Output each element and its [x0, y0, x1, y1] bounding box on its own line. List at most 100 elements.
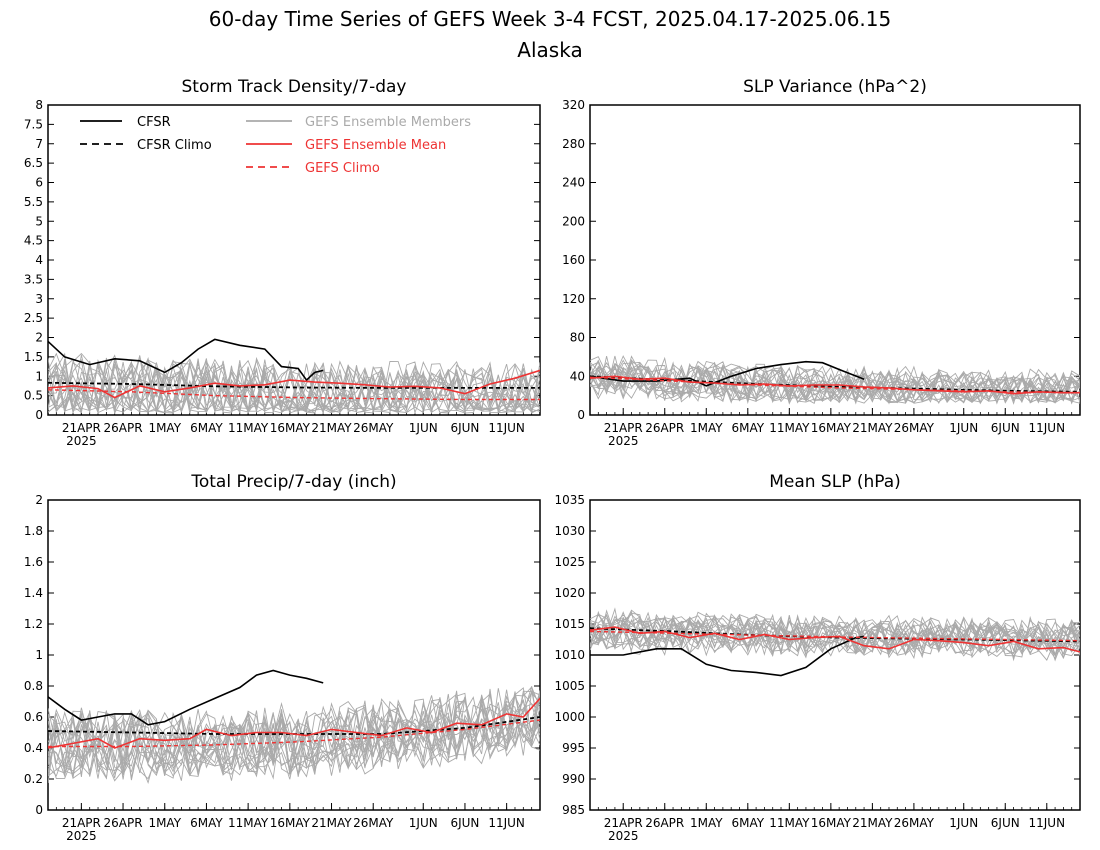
x-tick-label: 1MAY — [690, 421, 723, 435]
y-tick-label: 320 — [562, 98, 585, 112]
legend-label-cfsr: CFSR — [137, 115, 171, 130]
y-tick-label: 3 — [35, 292, 43, 306]
y-tick-label: 1035 — [554, 493, 585, 507]
x-tick-label: 26MAY — [353, 421, 394, 435]
series-line-cfsr — [48, 338, 324, 382]
plot-frame — [589, 499, 1081, 811]
y-tick-label: 200 — [562, 214, 585, 228]
series-line-gefs-ensemble-mean — [48, 369, 540, 399]
x-tick-label: 6MAY — [731, 421, 764, 435]
x-tick-label: 1JUN — [409, 421, 438, 435]
y-tick-label: 1.2 — [24, 617, 43, 631]
ensemble-member-line — [590, 364, 1080, 405]
y-tick-label: 1.6 — [24, 555, 43, 569]
x-tick-label: 11JUN — [1028, 421, 1065, 435]
x-tick-label: 6MAY — [190, 816, 223, 830]
x-tick-label: 21MAY — [311, 816, 352, 830]
panel-slp-variance: SLP Variance (hPa^2) 0 40 80 120 160 200 240 28… — [562, 77, 1081, 448]
ensemble-member-line — [48, 356, 540, 414]
y-tick-label: 8 — [35, 98, 43, 112]
series-line-gefs-ensemble-mean — [590, 626, 1080, 653]
x-tick-label: 16MAY — [270, 816, 311, 830]
y-tick-label: 1000 — [554, 710, 585, 724]
x-tick-label: 21MAY — [852, 421, 893, 435]
x-tick-label: 6MAY — [731, 816, 764, 830]
x-tick-label: 21APR — [604, 816, 643, 830]
y-tick-label: 1010 — [554, 648, 585, 662]
x-year-label: 2025 — [608, 434, 639, 448]
panel-title-total-precip: Total Precip/7-day (inch) — [190, 472, 396, 492]
x-tick-label: 6JUN — [450, 816, 479, 830]
x-year-label: 2025 — [66, 829, 97, 843]
ensemble-member-line — [48, 357, 540, 414]
ensemble-member-line — [48, 354, 540, 414]
ensemble-member-line — [48, 352, 540, 414]
x-tick-label: 6MAY — [190, 421, 223, 435]
y-tick-label: 0 — [35, 408, 43, 422]
x-year-label: 2025 — [608, 829, 639, 843]
ensemble-member-line — [48, 352, 540, 414]
ensemble-member-line — [590, 613, 1080, 657]
y-tick-label: 2 — [35, 493, 43, 507]
y-tick-label: 1005 — [554, 679, 585, 693]
x-tick-label: 11MAY — [228, 421, 269, 435]
plot-area-slp-variance: 0 40 80 120 160 200 240 280 320 21APR 26APR 1MAY 6MA… — [562, 98, 1081, 448]
y-tick-label: 6.5 — [24, 156, 43, 170]
legend-label-gefs-climo: GEFS Climo — [305, 161, 380, 176]
legend-label-mean: GEFS Ensemble Mean — [305, 138, 446, 153]
y-tick-label: 5.5 — [24, 195, 43, 209]
x-tick-label: 1MAY — [148, 816, 181, 830]
y-tick-label: 7 — [35, 137, 43, 151]
x-tick-label: 11JUN — [1028, 816, 1065, 830]
ensemble-member-line — [48, 686, 540, 778]
legend: CFSR CFSR Climo GEFS Ensemble Members GE… — [80, 115, 471, 176]
ensemble-member-line — [48, 691, 540, 780]
figure-subtitle: Alaska — [517, 38, 582, 62]
y-tick-label: 1.5 — [24, 350, 43, 364]
x-tick-label: 21APR — [604, 421, 643, 435]
x-tick-label: 6JUN — [450, 421, 479, 435]
panel-total-precip: Total Precip/7-day (inch) 0 0.2 0.4 0.6 0.8 1… — [24, 472, 541, 843]
x-tick-label: 11MAY — [769, 421, 810, 435]
y-tick-label: 0 — [35, 803, 43, 817]
y-tick-label: 7.5 — [24, 117, 43, 131]
ensemble-member-line — [48, 693, 540, 782]
series-line-cfsr-climo — [48, 381, 540, 389]
figure-title: 60-day Time Series of GEFS Week 3-4 FCST… — [209, 7, 891, 31]
plot-area-mean-slp: 985 990 995 1000 1005 1010 1015 1020 1025 1030 103… — [554, 493, 1081, 843]
y-tick-label: 0 — [577, 408, 585, 422]
ensemble-member-line — [590, 613, 1080, 662]
series-layer — [48, 669, 540, 785]
x-tick-label: 26MAY — [894, 816, 935, 830]
x-tick-label: 21MAY — [852, 816, 893, 830]
y-tick-label: 4 — [35, 253, 43, 267]
y-tick-label: 1015 — [554, 617, 585, 631]
ensemble-member-line — [590, 611, 1080, 657]
ensemble-member-line — [48, 360, 540, 414]
series-layer — [48, 338, 540, 415]
y-tick-label: 280 — [562, 137, 585, 151]
x-tick-label: 11JUN — [488, 816, 525, 830]
y-tick-label: 1.8 — [24, 524, 43, 538]
y-tick-label: 1 — [35, 648, 43, 662]
y-tick-label: 5 — [35, 214, 43, 228]
series-line-gefs-ensemble-mean — [48, 697, 540, 749]
y-tick-label: 1025 — [554, 555, 585, 569]
y-tick-label: 990 — [562, 772, 585, 786]
legend-label-cfsr-climo: CFSR Climo — [137, 138, 212, 153]
y-tick-label: 0.4 — [24, 741, 43, 755]
x-tick-label: 26APR — [104, 816, 143, 830]
panel-mean-slp: Mean SLP (hPa) 985 990 995 1000 1005 1010 1015… — [554, 472, 1081, 843]
y-tick-label: 2.5 — [24, 311, 43, 325]
ensemble-member-line — [48, 354, 540, 415]
x-tick-label: 16MAY — [811, 421, 852, 435]
x-tick-label: 1JUN — [409, 816, 438, 830]
ensemble-member-line — [590, 360, 1080, 404]
x-tick-label: 16MAY — [811, 816, 852, 830]
x-tick-label: 6JUN — [991, 421, 1020, 435]
x-tick-label: 16MAY — [270, 421, 311, 435]
x-tick-label: 11JUN — [488, 421, 525, 435]
y-tick-label: 6 — [35, 176, 43, 190]
y-tick-label: 1030 — [554, 524, 585, 538]
